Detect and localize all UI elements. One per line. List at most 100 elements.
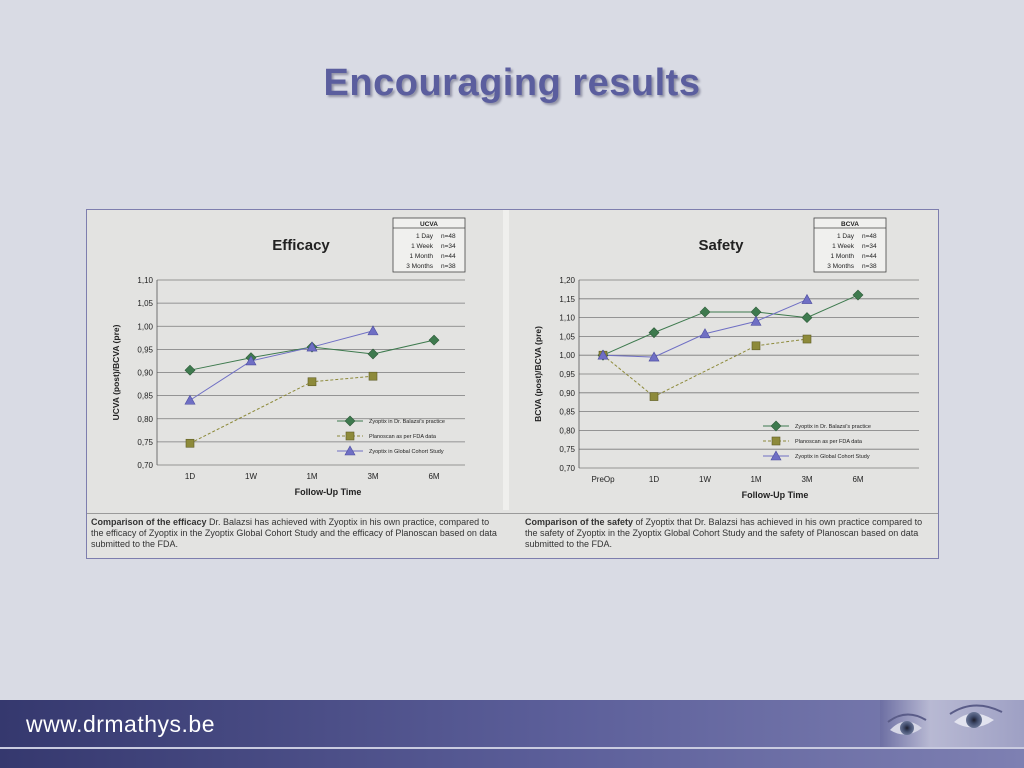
efficacy-caption-bold: Comparison of the efficacy — [91, 517, 207, 527]
efficacy-x-tick: 1W — [245, 472, 257, 481]
safety-data-point — [802, 334, 812, 344]
safety-data-point — [597, 349, 609, 360]
safety-n-table-label: 3 Months — [827, 263, 854, 270]
safety-caption-text: of Zyoptix that Dr. Balazsi has achieved… — [525, 517, 923, 549]
safety-x-tick: 1M — [750, 475, 761, 484]
eye-image — [880, 700, 1024, 747]
safety-data-point — [750, 306, 762, 318]
safety-y-tick: 1,15 — [559, 295, 575, 304]
efficacy-y-label: UCVA (post)/BCVA (pre) — [111, 324, 121, 420]
efficacy-y-tick: 0,95 — [137, 345, 153, 354]
efficacy-y-tick: 0,70 — [137, 461, 153, 470]
efficacy-x-tick: 1M — [306, 472, 317, 481]
efficacy-data-point — [184, 364, 196, 376]
safety-y-tick: 1,05 — [559, 332, 575, 341]
safety-data-point — [801, 312, 813, 324]
efficacy-data-point — [306, 341, 318, 352]
chart-figure: Efficacy UCVA 1 Day n=48 1 Week n=34 1 Month n=… — [86, 209, 939, 559]
safety-n-table-n: n=34 — [862, 243, 877, 250]
efficacy-n-table-n: n=48 — [441, 233, 456, 240]
efficacy-y-tick: 0,80 — [137, 415, 153, 424]
efficacy-legend-label: Planoscan as per FDA data — [369, 434, 437, 440]
efficacy-y-tick: 1,00 — [137, 322, 153, 331]
safety-legend-marker — [770, 420, 782, 432]
efficacy-data-point — [428, 334, 440, 346]
safety-series-line — [602, 294, 859, 356]
efficacy-chart: Efficacy UCVA 1 Day n=48 1 Week n=34 1 Month n=… — [111, 217, 466, 497]
safety-data-point — [699, 306, 711, 318]
efficacy-data-point — [368, 371, 378, 381]
safety-y-tick: 0,95 — [559, 370, 575, 379]
safety-data-point — [648, 351, 660, 362]
safety-y-tick: 1,00 — [559, 351, 575, 360]
efficacy-caption: Comparison of the efficacy Dr. Balazsi h… — [91, 517, 503, 557]
footer-line — [0, 747, 1024, 749]
safety-y-tick: 0,90 — [559, 389, 575, 398]
efficacy-legend-marker — [345, 431, 355, 441]
efficacy-series-line — [189, 330, 374, 401]
efficacy-y-tick: 0,85 — [137, 392, 153, 401]
efficacy-n-table-header: UCVA — [420, 221, 438, 228]
efficacy-n-table-n: n=34 — [441, 243, 456, 250]
safety-title: Safety — [698, 237, 744, 254]
safety-x-label: Follow-Up Time — [742, 490, 809, 500]
safety-data-point — [648, 327, 660, 339]
safety-data-point — [801, 293, 813, 304]
safety-y-tick: 0,80 — [559, 426, 575, 435]
efficacy-n-table — [392, 217, 466, 273]
safety-legend-label: Zyoptix in Global Cohort Study — [795, 454, 870, 460]
efficacy-x-tick: 1D — [185, 472, 195, 481]
safety-legend-marker — [771, 436, 781, 446]
safety-n-table-label: 1 Week — [832, 243, 855, 250]
efficacy-data-point — [367, 348, 379, 360]
safety-legend-marker — [770, 450, 782, 461]
efficacy-y-tick: 0,90 — [137, 369, 153, 378]
safety-y-label: BCVA (post)/BCVA (pre) — [533, 326, 543, 422]
safety-n-table-n: n=48 — [862, 233, 877, 240]
efficacy-y-tick: 0,75 — [137, 438, 153, 447]
safety-x-tick: 1W — [699, 475, 711, 484]
safety-legend-label: Planoscan as per FDA data — [795, 439, 863, 445]
safety-y-tick: 1,20 — [559, 276, 575, 285]
efficacy-legend-marker — [344, 415, 356, 427]
safety-data-point — [751, 341, 761, 351]
efficacy-data-point — [184, 394, 196, 405]
efficacy-n-table-label: 1 Day — [416, 233, 434, 240]
efficacy-n-table-n: n=38 — [441, 263, 456, 270]
efficacy-legend-marker — [344, 445, 356, 456]
slide-title: Encouraging results — [323, 62, 701, 104]
efficacy-legend-label: Zyoptix in Dr. Balazsi's practice — [369, 419, 445, 425]
safety-y-tick: 1,10 — [559, 314, 575, 323]
efficacy-n-table-label: 1 Month — [410, 253, 434, 260]
safety-legend-label: Zyoptix in Dr. Balazsi's practice — [795, 424, 871, 430]
panel-divider — [503, 210, 509, 510]
efficacy-x-tick: 6M — [428, 472, 439, 481]
safety-y-tick: 0,85 — [559, 408, 575, 417]
efficacy-caption-text: Dr. Balazsi has achieved with Zyoptix in… — [91, 517, 497, 549]
efficacy-n-table-label: 1 Week — [411, 243, 434, 250]
safety-data-point — [649, 392, 659, 401]
safety-x-tick: 3M — [801, 475, 812, 484]
safety-x-tick: 6M — [852, 475, 863, 484]
safety-data-point — [699, 328, 711, 339]
safety-n-table-n: n=44 — [862, 253, 877, 260]
safety-n-table-header: BCVA — [841, 221, 859, 228]
footer-url: www.drmathys.be — [26, 711, 216, 737]
efficacy-n-table-label: 3 Months — [406, 263, 433, 270]
efficacy-n-table-n: n=44 — [441, 253, 456, 260]
safety-n-table-n: n=38 — [862, 263, 877, 270]
efficacy-legend-label: Zyoptix in Global Cohort Study — [369, 449, 444, 455]
safety-y-tick: 0,75 — [559, 445, 575, 454]
caption-separator — [87, 513, 938, 514]
efficacy-data-point — [245, 355, 257, 366]
safety-x-tick: 1D — [649, 475, 659, 484]
efficacy-data-point — [367, 325, 379, 336]
safety-series-line — [602, 338, 808, 398]
safety-data-point — [852, 289, 864, 301]
safety-n-table-label: 1 Month — [831, 253, 855, 260]
efficacy-y-tick: 1,05 — [137, 299, 153, 308]
safety-n-table — [813, 217, 887, 273]
safety-n-table-label: 1 Day — [837, 233, 855, 240]
efficacy-data-point — [185, 438, 195, 448]
safety-caption-bold: Comparison of the safety — [525, 517, 634, 527]
